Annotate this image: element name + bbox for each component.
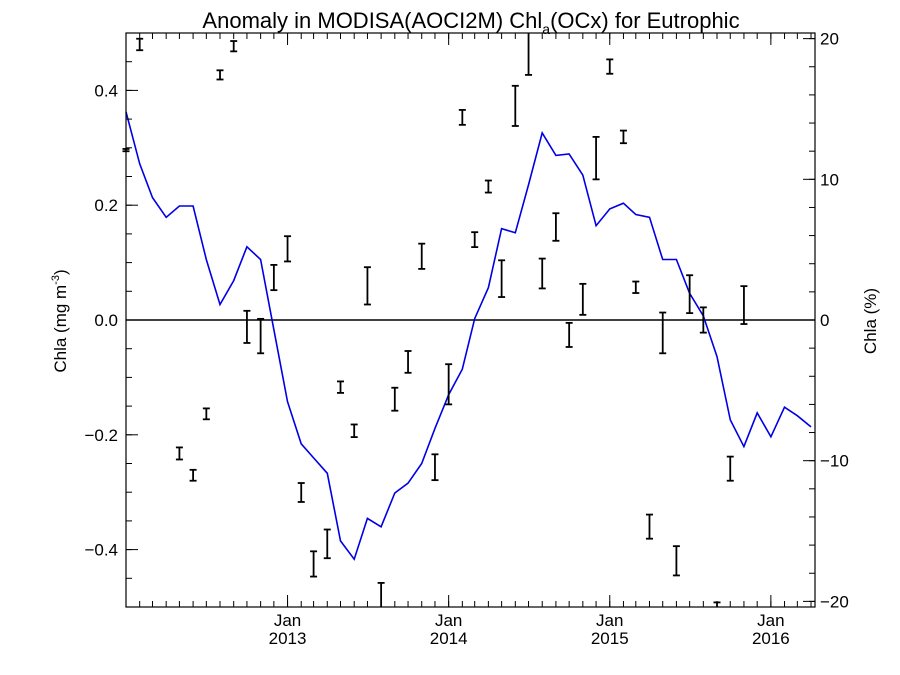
error-bar (632, 280, 640, 294)
error-bar (404, 350, 412, 374)
right-tick-label: −20 (820, 592, 849, 611)
left-tick-label: −0.4 (84, 541, 118, 560)
error-bar (418, 242, 426, 270)
error-bar (579, 282, 587, 316)
x-tick-month-label: Jan (435, 611, 462, 630)
error-bar (552, 212, 560, 242)
error-bar (216, 69, 224, 81)
error-bar (592, 135, 600, 181)
error-bar (686, 274, 694, 315)
error-bar (445, 363, 453, 406)
error-bar (350, 423, 358, 438)
error-bar (189, 468, 197, 482)
error-bar (175, 446, 183, 461)
left-tick-label: 0.0 (94, 311, 118, 330)
error-bar (619, 129, 627, 145)
series-line (125, 111, 812, 561)
error-bar (270, 263, 278, 292)
plot-area (122, 33, 815, 607)
right-tick-label: 10 (820, 170, 839, 189)
left-tick-label: 0.2 (94, 196, 118, 215)
x-tick-month-label: Jan (757, 611, 784, 630)
error-bar (565, 321, 573, 348)
error-bar (498, 259, 506, 298)
right-tick-label: 0 (820, 311, 829, 330)
error-bar (740, 285, 748, 325)
x-tick-year-label: 2013 (269, 629, 307, 648)
error-bar (202, 407, 210, 421)
x-tick-year-label: 2015 (591, 629, 629, 648)
right-tick-label: −10 (820, 452, 849, 471)
error-bar (337, 380, 345, 394)
error-bar (511, 84, 519, 127)
error-bar (310, 550, 318, 578)
x-tick-year-label: 2016 (752, 629, 790, 648)
error-bar (431, 453, 439, 482)
error-bar (363, 266, 371, 306)
x-tick-year-label: 2014 (430, 629, 468, 648)
error-bar (525, 33, 533, 76)
error-bar (230, 40, 238, 53)
left-tick-label: −0.2 (84, 426, 118, 445)
x-tick-month-label: Jan (274, 611, 301, 630)
error-bar (484, 179, 492, 194)
error-bar (672, 545, 680, 577)
error-bar (538, 257, 546, 290)
error-bar (323, 528, 331, 560)
error-bar (391, 386, 399, 412)
x-tick-month-label: Jan (596, 611, 623, 630)
y-axis-left-label: Chla (mg m-3) (50, 269, 70, 372)
error-bar (284, 235, 292, 263)
chart-title: Anomaly in MODISA(AOCI2M) Chla(OCx) for … (202, 8, 739, 37)
error-bar (699, 306, 707, 334)
error-bar (297, 482, 305, 503)
error-bar (458, 109, 466, 126)
left-tick-label: 0.4 (94, 81, 118, 100)
y-axis-right-label: Chla (%) (861, 288, 880, 354)
error-bar (726, 455, 734, 482)
error-bar (471, 231, 479, 249)
error-bar (645, 513, 653, 540)
axes: −0.4−0.20.00.20.4−20−1001020Jan2013Jan20… (84, 30, 848, 648)
error-bar (606, 58, 614, 75)
right-tick-label: 20 (820, 30, 839, 49)
error-bar (257, 317, 265, 355)
error-bar (659, 311, 667, 355)
error-bar (243, 309, 251, 344)
